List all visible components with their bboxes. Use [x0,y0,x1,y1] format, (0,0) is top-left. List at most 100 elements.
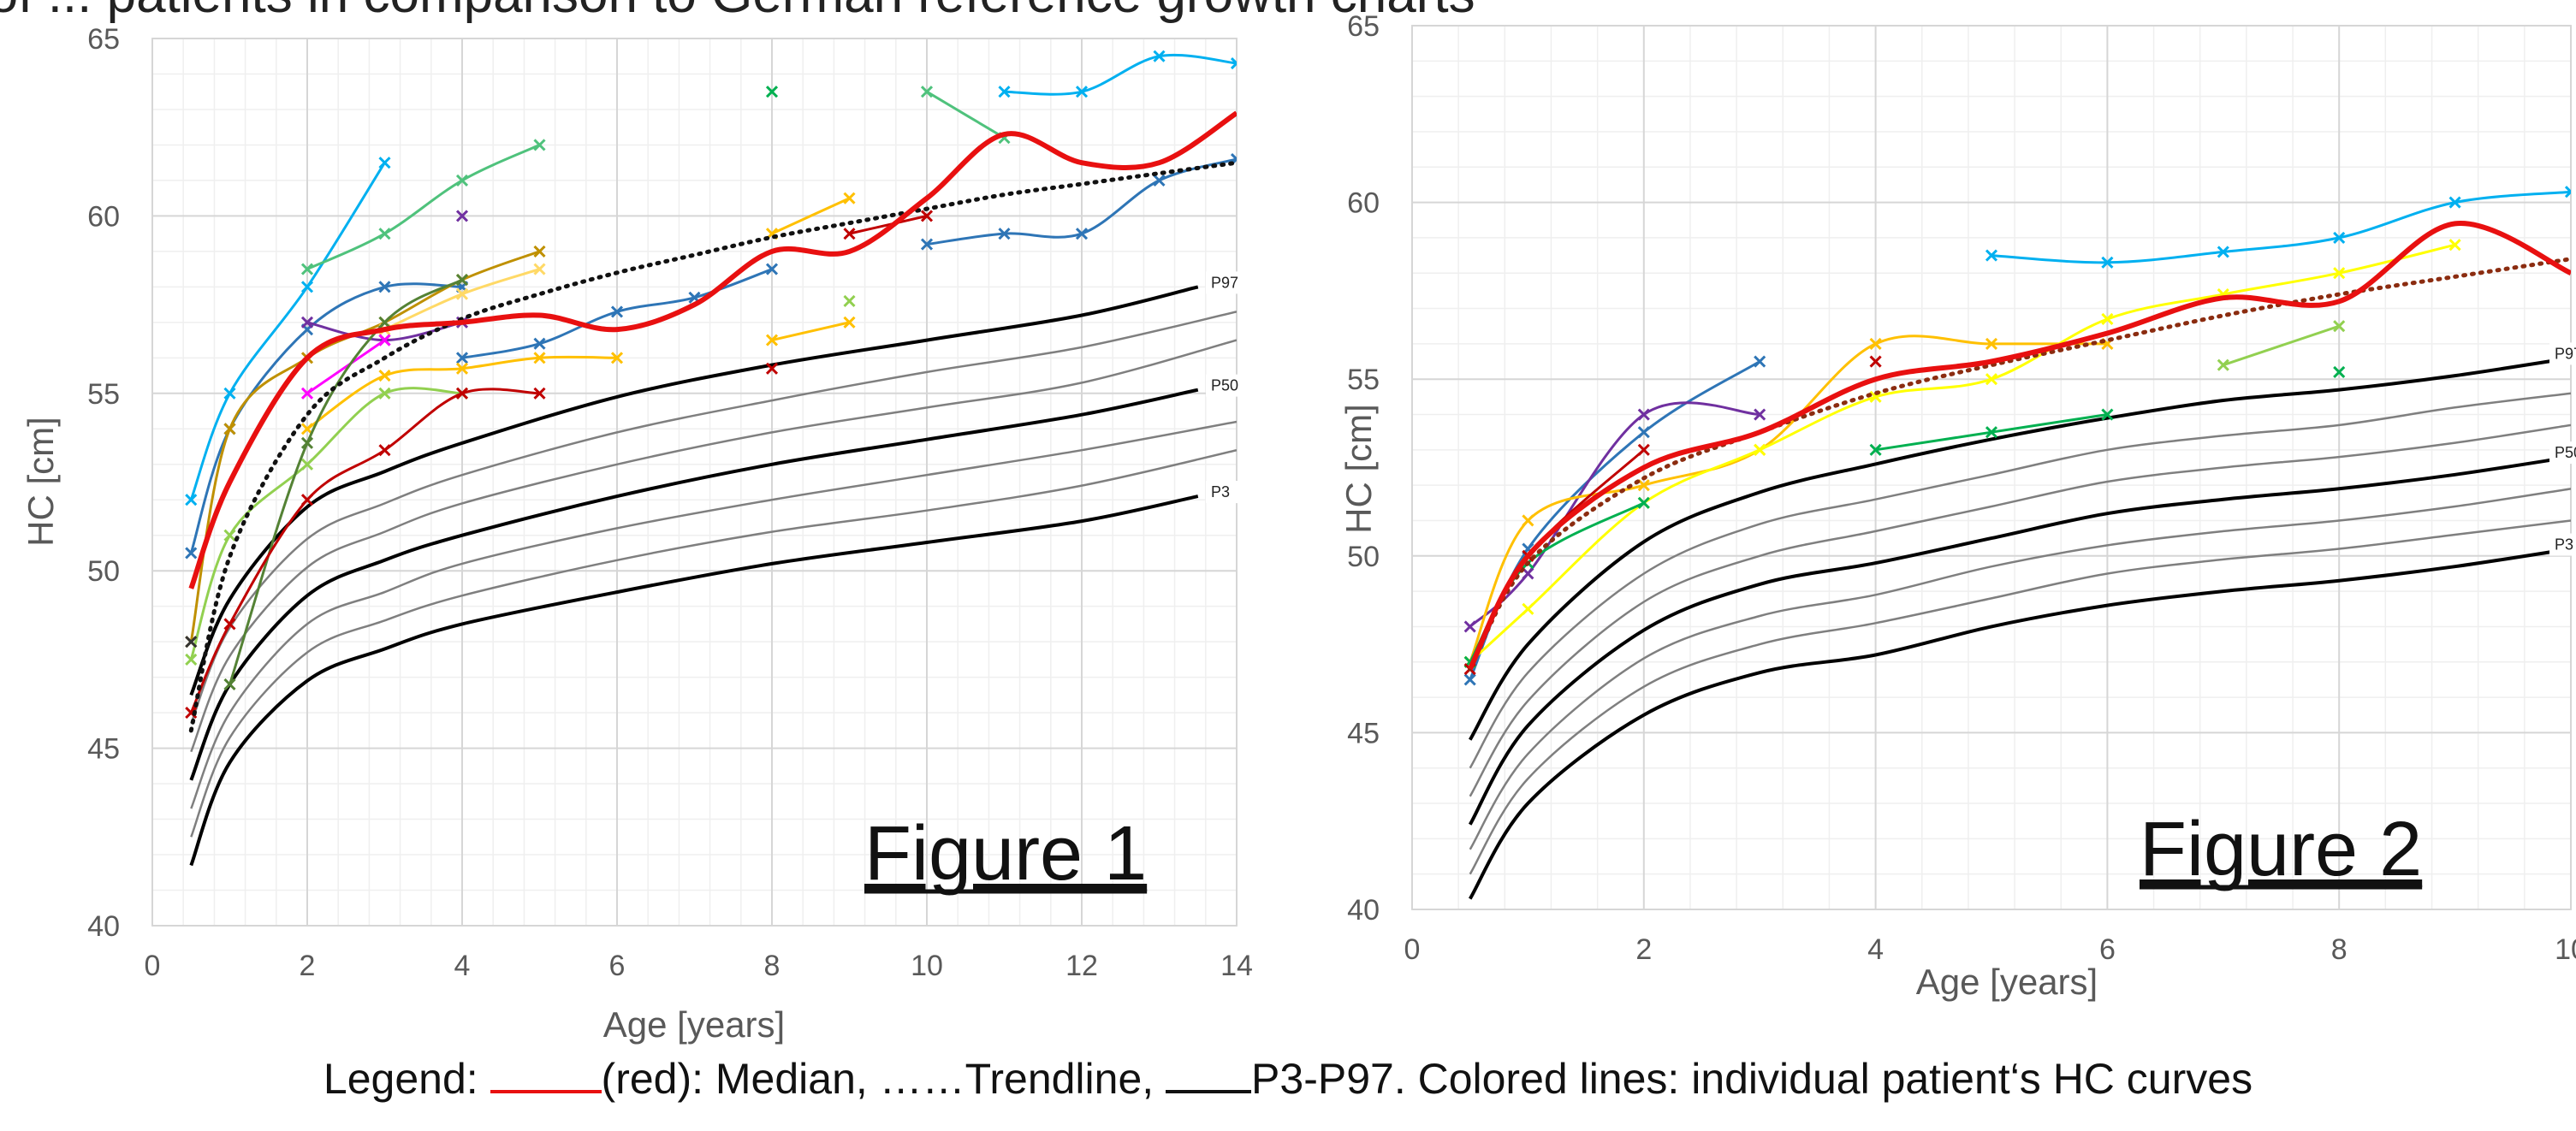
patient-marker [1985,337,1998,350]
x-tick-label: 10 [2555,933,2576,966]
patient-marker [1754,443,1766,456]
y-tick-label: 65 [87,23,120,56]
patient-marker [455,362,469,375]
patient-curve [1004,53,1237,96]
patient-marker [1869,337,1882,350]
patient-marker [300,458,314,471]
y-tick-label: 65 [1347,10,1380,43]
patient-marker [1230,56,1237,70]
percentile-curve-p50 [189,388,1199,781]
patient-marker [185,707,198,719]
x-axis-title: Age [years] [1916,962,2098,1002]
patient-marker [610,305,624,318]
patient-marker [300,494,314,506]
percentile-label-p50: P50 [2555,444,2576,461]
percentile-curve-p25 [1469,488,2571,850]
patient-marker [223,678,236,690]
patient-marker [378,228,391,240]
percentile-label-p97: P97 [1211,274,1238,291]
patient-marker [2101,408,2114,421]
patient-marker [765,362,779,375]
patient-curve [1469,243,2455,663]
patient-marker [533,387,546,400]
patient-curve [849,214,928,235]
trendline [188,160,1237,733]
patient-marker [455,387,469,400]
patient-marker [533,263,546,275]
patient-marker [1153,174,1166,187]
series-layer [185,50,1237,867]
patient-curve [229,278,463,685]
percentile-curve-p75 [1469,423,2571,797]
patient-marker [300,436,314,449]
patient-marker [2217,358,2229,371]
patient-marker [1637,443,1650,456]
y-tick-label: 50 [87,555,120,588]
plot-area [151,38,1238,927]
y-tick-label: 45 [87,733,120,766]
page-title: HC of ... patients in comparison to Germ… [0,0,1475,24]
x-axis-title: Age [years] [603,1004,785,1045]
percentile-curve-p90 [190,311,1237,725]
y-axis-title: HC [cm] [1338,404,1379,534]
patient-marker [1522,602,1534,615]
percentile-curve-p10 [190,448,1237,838]
patient-curve [2223,324,2340,367]
patient-marker [1985,249,1998,262]
patient-marker [920,238,934,251]
patient-marker [185,653,198,666]
patient-marker [300,387,314,400]
patient-marker [223,529,236,542]
patient-marker [455,274,469,287]
patient-marker [1463,620,1476,633]
patient-marker [533,139,546,151]
plot-area [1411,25,2572,910]
patient-curve [771,321,850,342]
patient-marker [455,352,469,364]
patient-marker [455,174,469,187]
patient-marker [2333,267,2346,280]
patient-curve [189,162,386,500]
patient-marker [1153,50,1166,62]
chart-figure-2: 0 2 4 6 8 10 40 45 50 55 60 65 Age [years] HC [cm] P97… [1338,10,2576,1002]
patient-marker [378,316,391,329]
patient-marker [1522,514,1534,527]
trendline [1468,257,2571,672]
patient-marker [1985,426,1998,439]
patient-curve [771,197,851,235]
figure-caption: Figure 1 [864,811,1147,897]
y-tick-label: 40 [87,910,120,943]
patient-curve [1991,190,2571,264]
x-tick-label: 4 [454,950,471,982]
patient-marker [533,337,546,350]
patient-marker [1075,228,1089,240]
patient-marker [223,423,236,435]
x-tick-label: 0 [1404,933,1421,966]
patient-marker [378,157,391,169]
percentile-label-bg [2549,533,2576,556]
x-tick-label: 12 [1065,950,1098,982]
patient-marker [455,210,469,222]
patient-marker [610,352,624,364]
patient-marker [378,281,391,293]
patient-marker [533,245,546,258]
y-tick-label: 60 [1347,187,1380,220]
patient-curve [306,144,541,270]
patient-marker [223,618,236,631]
patient-marker [2217,246,2229,258]
patient-marker [533,352,546,364]
patient-marker [300,316,314,329]
patient-marker [2564,186,2571,198]
patient-marker [843,228,856,240]
patient-marker [1637,426,1650,439]
legend-caption: Legend: (red): Median, ……Trendline, P3-P… [0,1054,2576,1104]
patient-marker [998,86,1011,98]
patient-marker [2101,256,2114,269]
percentile-label-p97: P97 [2555,345,2576,362]
patient-marker [1869,443,1882,456]
patient-marker [300,281,314,293]
patient-marker [843,316,856,329]
patient-marker [378,369,391,382]
x-tick-label: 8 [2331,933,2347,966]
patient-marker [1754,408,1766,421]
